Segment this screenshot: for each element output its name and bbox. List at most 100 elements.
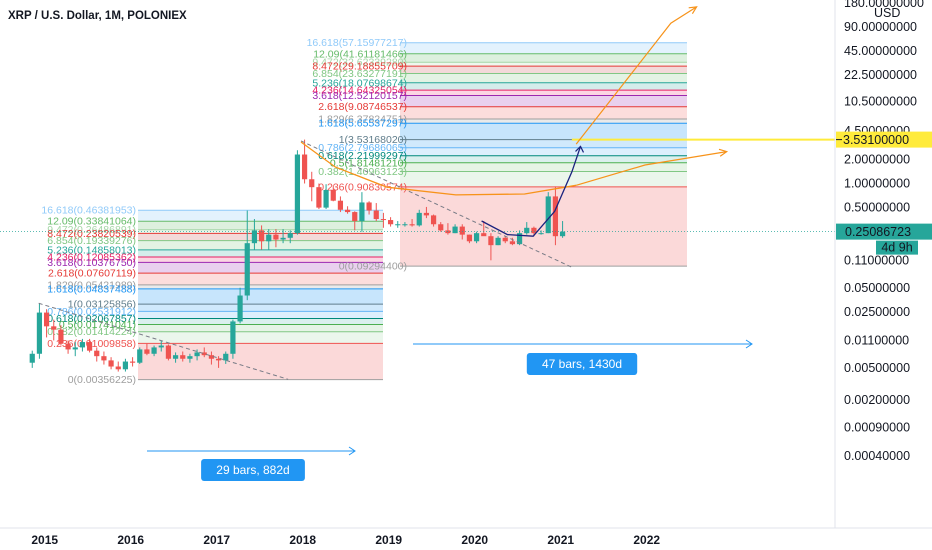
range-right-badge	[526, 353, 638, 375]
fib_left-fib-label: 0.618(0.02067857)	[47, 313, 136, 325]
candle-body	[251, 230, 258, 244]
fib_left-fib-zone	[138, 210, 383, 222]
candle-body	[29, 353, 35, 363]
candle-body	[552, 196, 559, 237]
fib_right-fib-zone	[400, 66, 687, 74]
price-tick-label: 0.00090000	[844, 421, 910, 435]
candle-body	[79, 342, 86, 348]
candle-body	[172, 355, 179, 359]
candle-body	[488, 236, 494, 246]
fib_right-fib-label: 1(3.53168020)	[339, 134, 407, 146]
price-tick-label: 90.00000000	[844, 20, 917, 34]
range-left-arrowhead	[348, 446, 356, 456]
candle-body	[473, 233, 480, 242]
candles-layer	[29, 139, 566, 372]
candle-body	[559, 231, 566, 237]
fib_left-fib-label: 1(0.03125856)	[68, 299, 136, 311]
candle-body	[151, 347, 157, 354]
fib_left-fib-zone	[138, 257, 383, 263]
candle-body	[108, 360, 114, 367]
fib_right-fib-label: 1.618(5.65537297)	[318, 118, 407, 130]
fib_left-fib-label: 0.5(0.01741041)	[59, 319, 136, 331]
time-axis[interactable]: 2015 2016 2017 2018 2019 2020 2021 2022	[31, 533, 660, 547]
trend-line-2018	[300, 140, 573, 268]
fib_left-fib-zone	[138, 221, 383, 230]
candle-body	[65, 343, 71, 350]
candle-body	[287, 233, 293, 238]
price-tick-label: 0.00200000	[844, 393, 910, 407]
fib_right-fib-label: 5.236(18.07698674)	[312, 77, 407, 89]
fib_right-fib-label: 0.5(1.81481210)	[330, 157, 407, 169]
range-left-label: 29 bars, 882d	[216, 463, 289, 477]
price-tick-label: 0.00500000	[844, 361, 910, 375]
fib_right-fib-label: 3.618(12.52120157)	[312, 90, 407, 102]
fib_right-fib-label: 16.618(57.15977217)	[307, 37, 407, 49]
candle-body	[194, 352, 200, 357]
countdown-badge	[876, 240, 918, 255]
candle-body	[180, 355, 186, 359]
candle-body	[387, 220, 394, 225]
candle-body	[545, 196, 551, 234]
candle-body	[230, 321, 236, 354]
fib_right-fib-zone	[400, 73, 687, 83]
candle-body	[502, 237, 508, 242]
fib_right-fib-zone	[400, 90, 687, 96]
candle-body	[337, 200, 344, 210]
candle-body	[58, 329, 64, 344]
countdown-label: 4d 9h	[881, 241, 912, 255]
fib_right-fib-zone	[400, 139, 687, 148]
range-right-arrowhead	[745, 339, 753, 349]
fibonacci-layer: 16.618(0.46381953)12.09(0.33841064)9.472…	[41, 37, 687, 386]
target-price-label: 3.53100000	[843, 133, 909, 147]
fib_left-fib-label: 9.472(0.26486891)	[47, 224, 136, 236]
fib_left-fib-zone	[138, 249, 383, 258]
cup-arrow-head	[575, 145, 585, 153]
candle-body	[330, 189, 336, 201]
candle-body	[94, 350, 100, 357]
candle-body	[409, 224, 415, 226]
fib_left-fib-label: 0.786(0.02531912)	[47, 306, 136, 318]
fib_right-fib-label: 0.382(1.40963123)	[318, 166, 407, 178]
fib_left-fib-zone	[138, 288, 383, 305]
fib_left-fib-zone	[138, 284, 383, 289]
fib_left-fib-zone	[138, 311, 383, 319]
fib_left-fib-label: 1.829(0.05421989)	[47, 279, 136, 291]
fib_right-fib-zone	[400, 171, 687, 187]
fib_left-fib-zone	[138, 324, 383, 332]
candle-body	[51, 326, 57, 330]
time-tick-label: 2019	[375, 533, 402, 547]
candle-body	[323, 189, 329, 208]
price-tick-label: 45.00000000	[844, 44, 917, 58]
fib_right-fib-zone	[400, 106, 687, 120]
fib_left-fib-label: 0.382(0.01414224)	[47, 326, 136, 338]
fib_right-fib-label: 8.472(29.18855709)	[312, 61, 407, 73]
fib_right-fib-zone	[400, 42, 687, 54]
fib_right-fib-label: 2.618(9.08746537)	[318, 101, 407, 113]
candle-body	[373, 210, 379, 220]
fib_left-fib-label: 12.09(0.33841064)	[47, 216, 136, 228]
fib_left-fib-label: 6.854(0.19339276)	[47, 235, 136, 247]
drawings-layer: 29 bars, 882d 47 bars, 1430d	[0, 6, 835, 481]
candle-body	[86, 342, 93, 351]
fib_left-fib-zone	[138, 343, 383, 380]
fib_right-fib-zone	[400, 162, 687, 172]
fib_right-fib-zone	[400, 53, 687, 63]
price-axis[interactable]: 360.00000000180.0000000090.0000000045.00…	[836, 0, 932, 463]
candle-body	[223, 353, 229, 361]
candle-body	[481, 233, 487, 237]
fib_left-fib-zone	[138, 262, 383, 274]
price-tick-label: 0.02500000	[844, 305, 910, 319]
candle-body	[359, 202, 365, 222]
candle-body	[237, 295, 243, 322]
candle-body	[144, 349, 150, 354]
candle-body	[187, 356, 193, 359]
cup-handle-curve	[481, 146, 582, 237]
candle-body	[316, 187, 322, 208]
candle-body	[531, 227, 537, 234]
candle-body	[266, 234, 272, 242]
price-tick-label: 180.00000000	[844, 0, 924, 10]
trend-line-2014	[38, 302, 289, 380]
candle-body	[137, 349, 143, 363]
candle-body	[466, 234, 473, 242]
